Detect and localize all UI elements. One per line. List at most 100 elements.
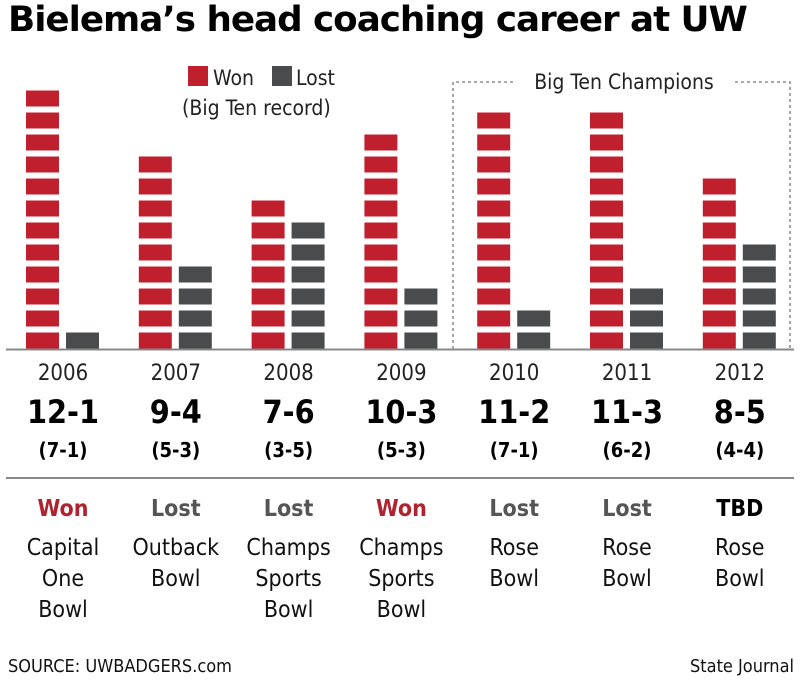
champions-box: Big Ten Champions [452,70,791,349]
won-segment [26,112,59,129]
overall-record: 10-3 [365,393,437,431]
lost-segment [630,332,663,349]
year-label: 2012 [715,361,765,386]
bowl-name-line: Bowl [38,597,88,623]
legend-won-label: Won [213,66,254,90]
column-2011: 2011 11-3 (6-2) Lost Rose Bowl [591,361,663,592]
won-segment [590,332,623,349]
bar-group-2010 [477,112,551,349]
legend-note: (Big Ten record) [182,96,331,120]
column-2006: 2006 12-1 (7-1) Won Capital One Bowl [27,361,100,623]
won-segment [477,310,511,327]
bowl-result: Won [38,496,89,522]
credit: State Journal [690,656,794,677]
champions-box-border [452,81,791,349]
big-ten-record: (5-3) [151,438,200,462]
legend: Won Lost (Big Ten record) [182,66,335,120]
won-segment [477,266,511,283]
lost-segment [517,332,551,349]
big-ten-record: (5-3) [377,438,426,462]
year-label: 2006 [38,361,88,386]
won-segment [477,332,511,349]
won-segment [702,332,736,349]
won-segment [590,134,623,151]
won-segment [138,200,172,217]
bowl-name-line: Outback [132,535,219,561]
overall-record: 11-2 [478,393,550,431]
lost-segment [742,266,776,283]
won-segment [26,310,59,327]
won-segment [702,178,736,195]
lost-segment [291,310,325,327]
won-segment [26,222,59,239]
bar-group-2007 [138,156,212,349]
won-segment [477,288,511,305]
chart-title: Bielema’s head coaching career at UW [8,0,748,40]
big-ten-record: (3-5) [264,438,313,462]
won-segment [590,222,623,239]
lost-segment [178,266,212,283]
lost-segment [742,288,776,305]
lost-segment [742,310,776,327]
won-segment [251,310,285,327]
lost-segment [404,288,438,305]
year-label: 2007 [151,361,201,386]
lost-segment [178,310,212,327]
won-segment [590,288,623,305]
column-2010: 2010 11-2 (7-1) Lost Rose Bowl [478,361,550,592]
won-segment [26,332,59,349]
won-segment [138,332,172,349]
lost-segment [291,222,325,239]
won-segment [138,266,172,283]
source-note: SOURCE: UWBADGERS.com [8,656,232,677]
year-label: 2008 [263,361,313,386]
won-segment [364,332,398,349]
lost-segment [291,266,325,283]
bowl-result: TBD [716,496,763,522]
won-segment [26,200,59,217]
bars [26,90,776,349]
won-segment [590,156,623,173]
bowl-name-line: Rose [602,535,652,561]
bar-group-2009 [364,134,438,349]
bowl-name-line: Capital [27,535,100,561]
won-segment [364,310,398,327]
overall-record: 7-6 [263,393,315,431]
won-segment [26,288,59,305]
won-segment [364,266,398,283]
bowl-name-line: Rose [715,535,765,561]
lost-segment [178,332,212,349]
overall-record: 11-3 [591,393,663,431]
won-segment [138,156,172,173]
won-segment [590,200,623,217]
bowl-name-line: Bowl [264,597,314,623]
won-segment [26,156,59,173]
won-segment [251,288,285,305]
won-segment [364,200,398,217]
champions-label: Big Ten Champions [534,70,714,94]
bar-group-2012 [702,178,776,349]
won-segment [477,156,511,173]
won-segment [477,200,511,217]
won-segment [251,222,285,239]
year-label: 2009 [376,361,426,386]
won-segment [364,288,398,305]
won-segment [26,90,59,107]
year-label: 2010 [489,361,539,386]
bar-group-2008 [251,200,325,349]
bar-group-2006 [26,90,99,349]
big-ten-record: (7-1) [39,438,88,462]
bowl-name-line: Bowl [602,566,652,592]
bowl-name-line: Rose [489,535,539,561]
won-segment [702,288,736,305]
won-segment [364,156,398,173]
won-segment [138,222,172,239]
overall-record: 9-4 [150,393,202,431]
year-label: 2011 [602,361,652,386]
won-segment [702,244,736,261]
won-segment [590,178,623,195]
column-2008: 2008 7-6 (3-5) Lost Champs Sports Bowl [246,361,330,623]
bowl-result: Won [376,496,427,522]
won-segment [477,178,511,195]
